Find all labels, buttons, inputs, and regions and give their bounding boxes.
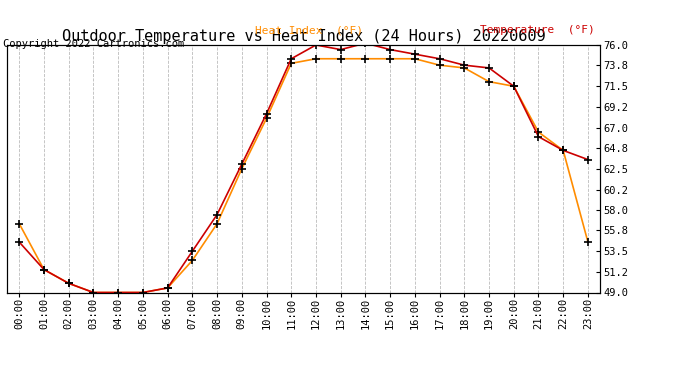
Text: Heat Index  (°F): Heat Index (°F): [255, 25, 363, 35]
Title: Outdoor Temperature vs Heat Index (24 Hours) 20220609: Outdoor Temperature vs Heat Index (24 Ho…: [62, 29, 545, 44]
Text: Temperature  (°F): Temperature (°F): [480, 25, 594, 35]
Text: Copyright 2022 Cartronics.com: Copyright 2022 Cartronics.com: [3, 39, 185, 50]
